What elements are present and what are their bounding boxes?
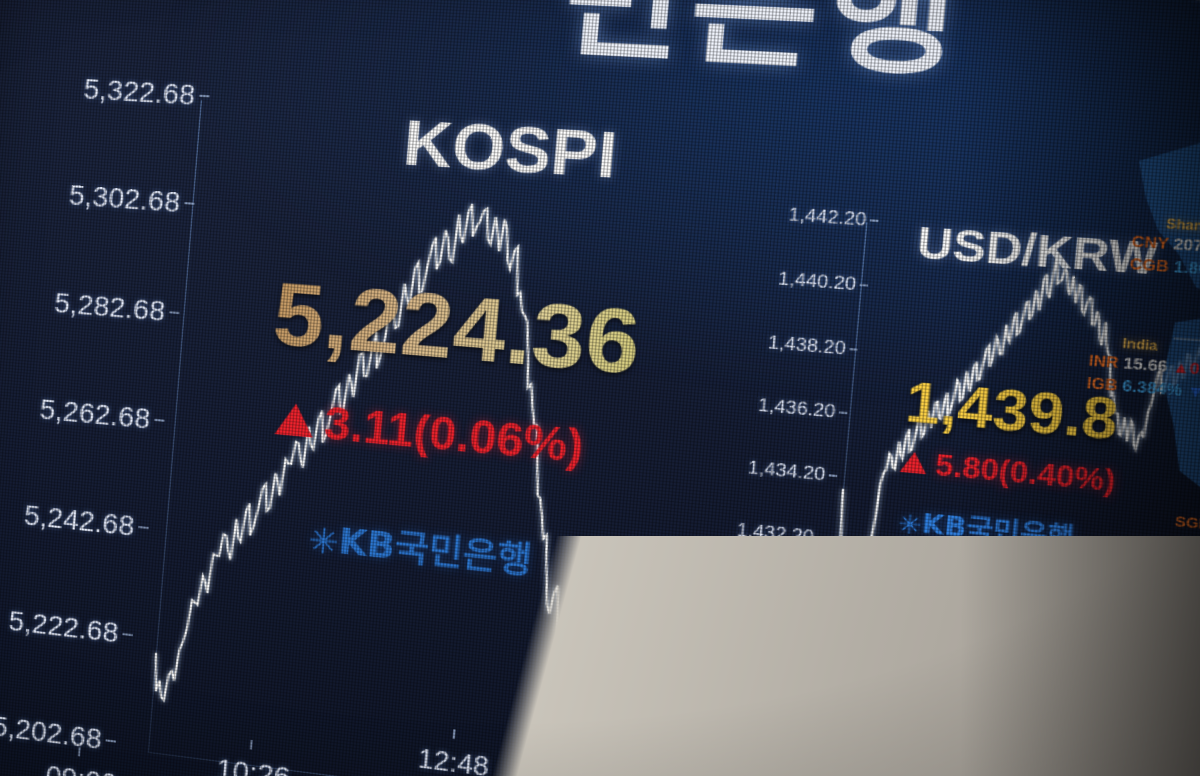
kospi-y-tick-3: [154, 419, 165, 423]
market-arrow-down-icon: ▼: [1186, 381, 1200, 402]
kospi-y-tick-0: [199, 95, 210, 98]
usdkrw-change-arrow-icon: [899, 450, 928, 475]
usdkrw-y-label-0: 1,442.20: [787, 204, 868, 231]
foreground-wall-edge: [0, 536, 1200, 776]
kospi-y-tick-4: [138, 526, 149, 530]
kospi-y-label-2: 5,282.68: [53, 286, 167, 328]
kospi-y-label-1: 5,302.68: [67, 178, 182, 219]
kospi-y-label-0: 5,322.68: [82, 72, 197, 111]
kospi-y-label-3: 5,262.68: [38, 393, 152, 435]
market-ticker: IGB: [1085, 373, 1124, 395]
usdkrw-y-tick-3: [838, 411, 848, 414]
market-ticker: CGB: [1129, 254, 1175, 276]
market-ticker: INR: [1087, 351, 1125, 372]
kospi-y-tick-2: [169, 311, 180, 315]
market-ticker: CNY: [1131, 231, 1175, 253]
kospi-change-arrow-icon: [274, 402, 316, 438]
market-delta: 0.16: [1189, 358, 1200, 380]
market-city-india: India: [1121, 335, 1159, 355]
usdkrw-y-tick-0: [869, 219, 879, 222]
usdkrw-y-tick-4: [828, 474, 838, 477]
market-value: 15.66: [1122, 353, 1174, 376]
market-arrow-up-icon: ▲: [1171, 357, 1191, 378]
